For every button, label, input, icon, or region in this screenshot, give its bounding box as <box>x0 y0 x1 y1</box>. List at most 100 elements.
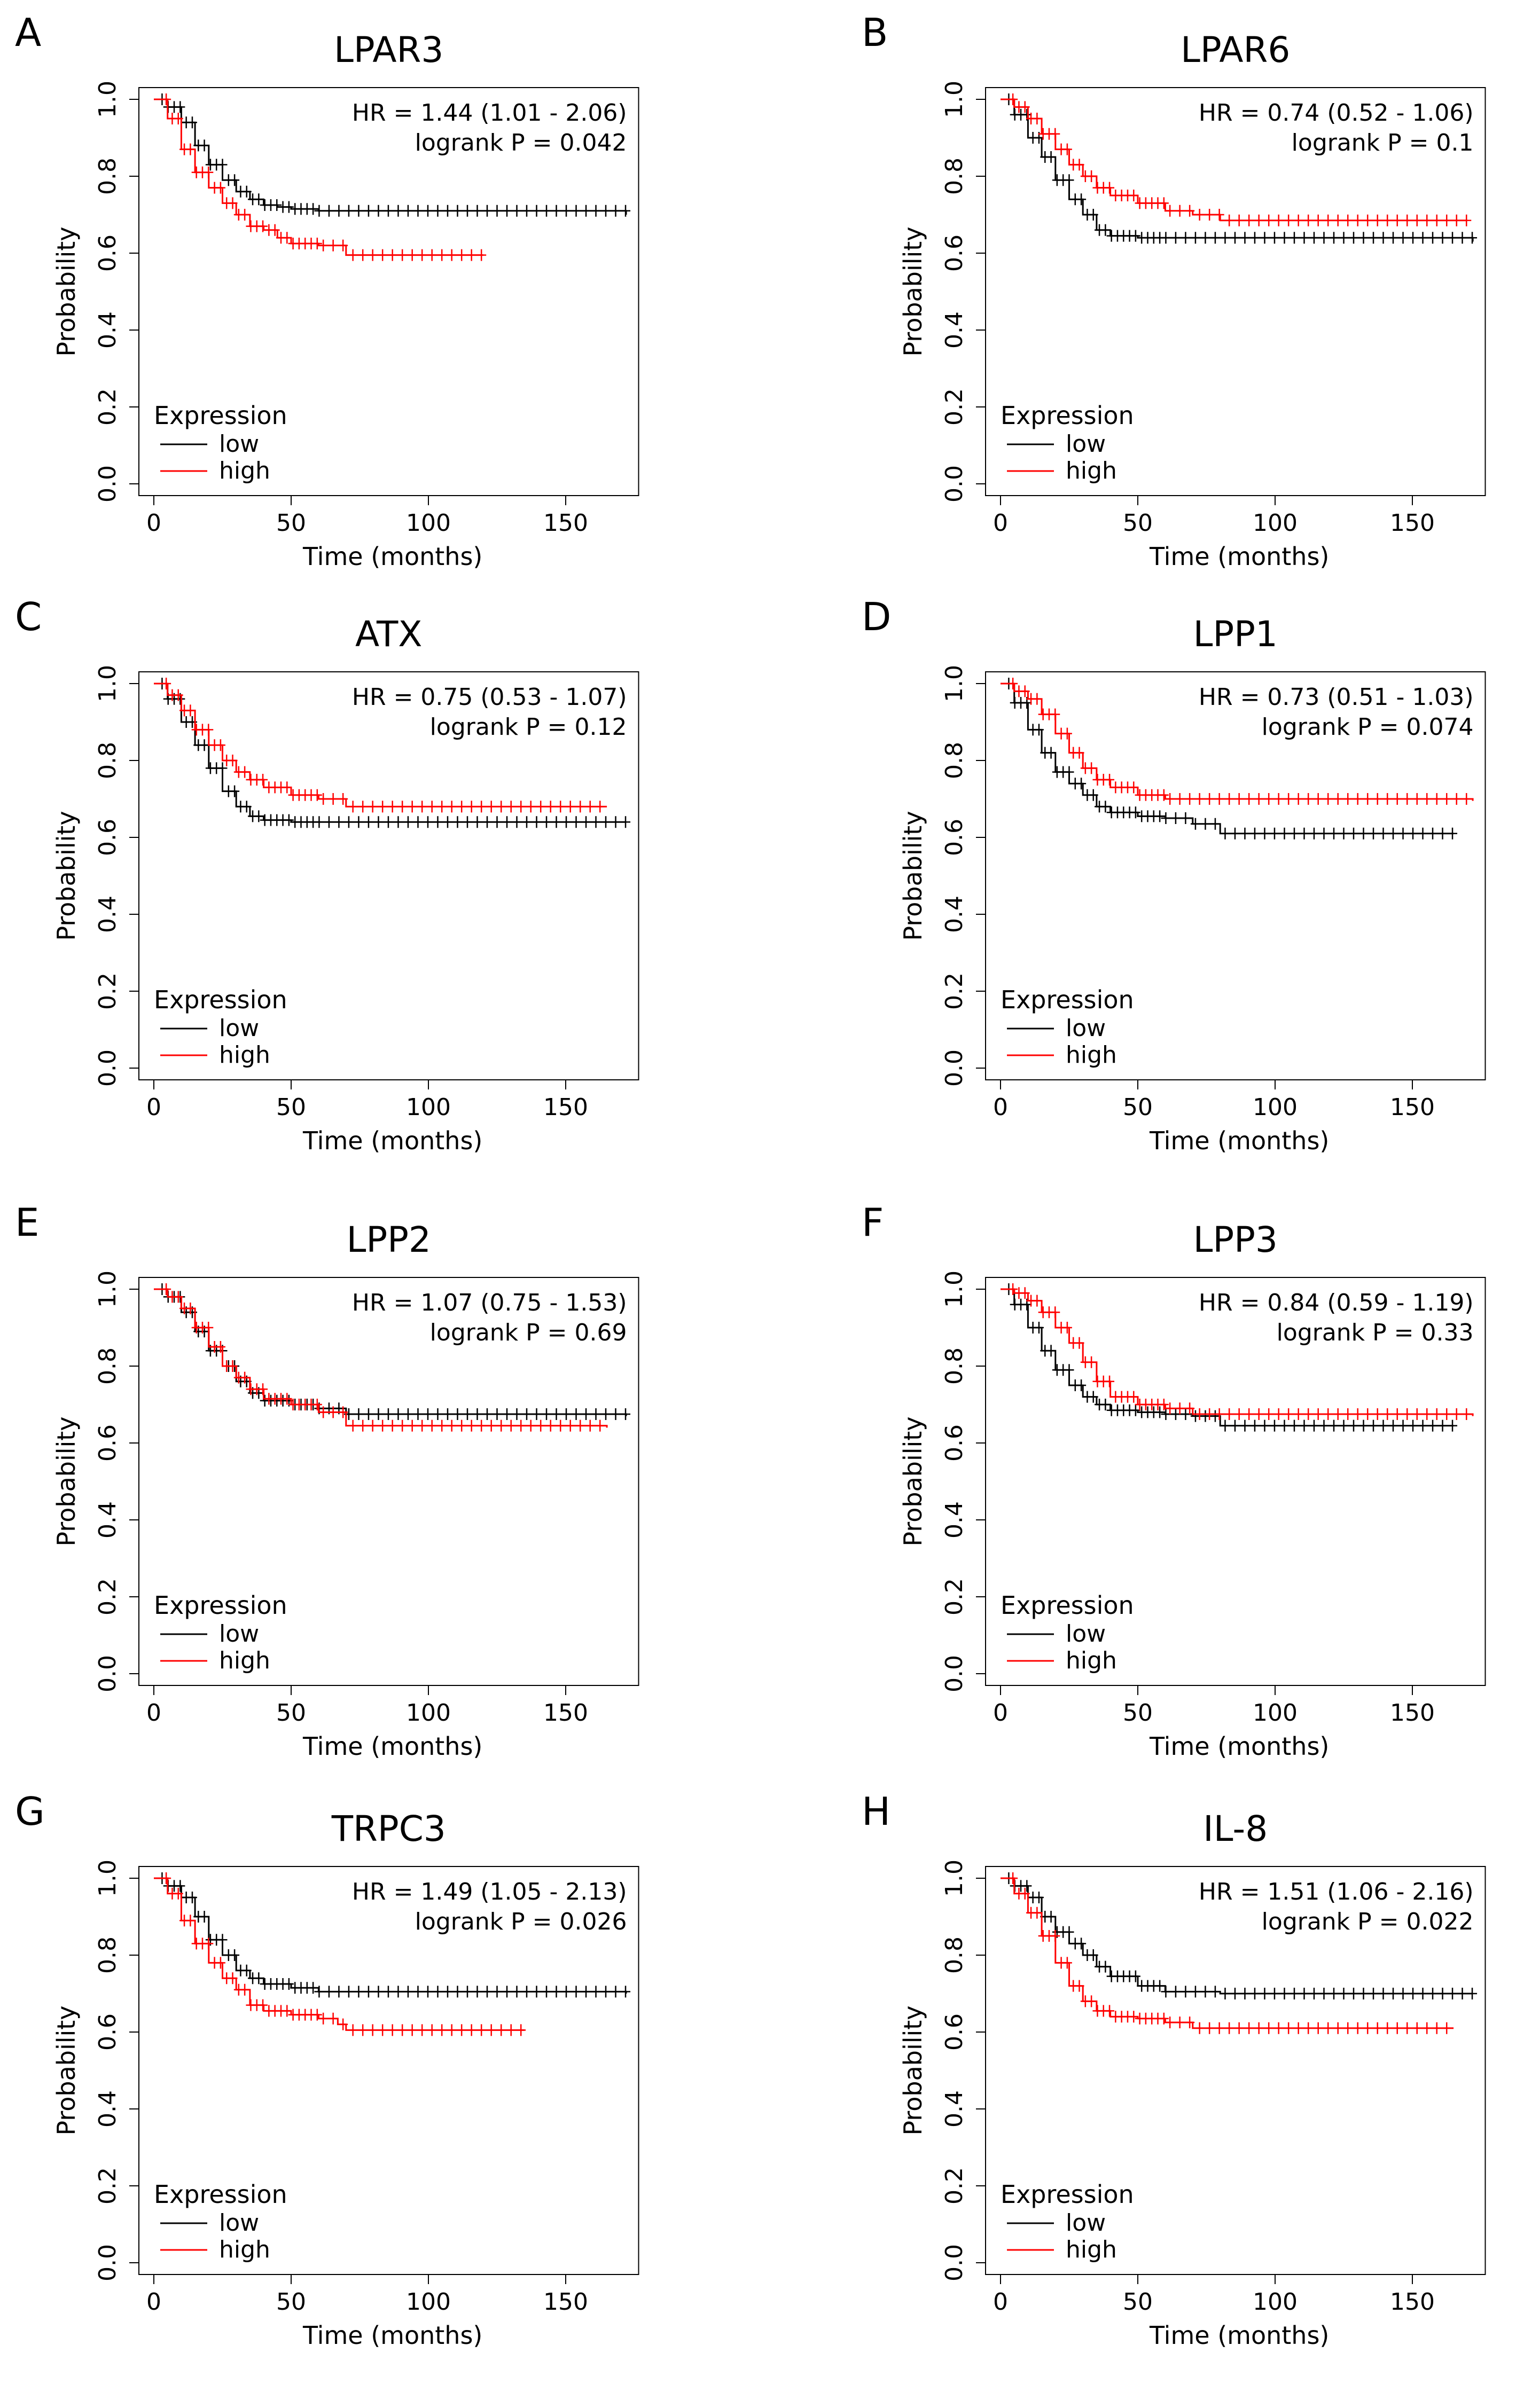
censor-mark <box>476 249 487 261</box>
censor-mark <box>1170 232 1181 244</box>
censor-mark <box>1264 214 1274 226</box>
censor-mark <box>393 816 403 828</box>
censor-mark <box>185 143 196 155</box>
censor-mark <box>1220 1419 1230 1432</box>
censor-mark <box>417 249 427 261</box>
censor-mark <box>1382 793 1393 805</box>
censor-mark <box>1388 827 1398 840</box>
censor-mark <box>1284 793 1294 805</box>
y-tick-label: 0.4 <box>941 2090 968 2128</box>
y-axis-label: Probability <box>52 1416 81 1546</box>
censor-mark <box>466 249 476 261</box>
censor-mark <box>1442 214 1452 226</box>
censor-mark <box>230 785 240 797</box>
censor-mark <box>1343 793 1353 805</box>
censor-mark <box>397 249 408 261</box>
censor-mark <box>1269 232 1279 244</box>
censor-mark <box>1343 1408 1353 1420</box>
censor-mark <box>437 2024 447 2036</box>
censor-mark <box>512 205 522 217</box>
legend-item-low: low <box>1066 430 1106 458</box>
censor-mark <box>512 1408 522 1420</box>
censor-mark <box>1185 205 1195 217</box>
chart-title: IL-8 <box>1203 1808 1268 1849</box>
censor-mark <box>1244 1408 1254 1420</box>
censor-mark <box>601 205 611 217</box>
censor-mark <box>1299 1419 1309 1432</box>
censor-mark <box>1329 232 1339 244</box>
censor-mark <box>502 816 512 828</box>
censor-mark <box>363 816 373 828</box>
censor-mark <box>1064 766 1074 778</box>
y-tick-label: 0.8 <box>941 1936 968 1974</box>
chart-title: LPP3 <box>1193 1219 1278 1260</box>
censor-mark <box>258 220 268 232</box>
censor-mark <box>1349 232 1358 244</box>
censor-mark <box>1224 214 1234 226</box>
censor-mark <box>1185 2017 1195 2028</box>
x-tick-label: 0 <box>993 2288 1008 2316</box>
censor-mark <box>427 801 437 813</box>
y-axis-label: Probability <box>898 1416 927 1546</box>
censor-mark <box>354 1986 364 1998</box>
censor-mark <box>1129 781 1139 794</box>
legend-title: Expression <box>1001 2180 1134 2209</box>
censor-mark <box>433 1986 443 1998</box>
censor-mark <box>217 159 228 171</box>
censor-mark <box>1303 214 1314 226</box>
censor-mark <box>1205 209 1215 221</box>
censor-mark <box>1353 2022 1363 2034</box>
censor-mark <box>1353 214 1363 226</box>
censor-mark <box>1214 2022 1224 2034</box>
censor-mark <box>1398 1419 1408 1432</box>
censor-mark <box>228 197 238 209</box>
x-tick-label: 150 <box>543 2288 588 2316</box>
censor-mark <box>318 239 329 252</box>
y-tick-label: 0.2 <box>941 388 968 426</box>
censor-mark <box>1269 827 1279 840</box>
censor-mark <box>282 781 292 794</box>
censor-mark <box>343 816 354 828</box>
censor-mark <box>1349 827 1358 840</box>
censor-mark <box>1428 1419 1438 1432</box>
censor-mark <box>403 1986 413 1998</box>
censor-mark <box>611 1408 621 1420</box>
censor-mark <box>1087 1356 1097 1368</box>
censor-mark <box>1392 2022 1402 2034</box>
censor-mark <box>447 801 457 813</box>
censor-mark <box>1264 1408 1274 1420</box>
censor-mark <box>308 203 318 215</box>
panel-letter: F <box>862 1200 884 1245</box>
censor-mark <box>1363 1408 1373 1420</box>
censor-mark <box>378 249 388 261</box>
censor-mark <box>348 2024 358 2036</box>
censor-mark <box>1020 685 1030 697</box>
x-axis-label: Time (months) <box>1149 1126 1329 1155</box>
censor-mark <box>228 755 238 766</box>
logrank-p-text: logrank P = 0.026 <box>415 1908 627 1935</box>
legend-item-low: low <box>1066 2209 1106 2237</box>
censor-mark <box>1422 793 1432 805</box>
x-tick-label: 0 <box>146 2288 161 2316</box>
x-axis-label: Time (months) <box>302 1126 482 1155</box>
censor-mark <box>338 2018 348 2030</box>
panel-letter: C <box>15 594 42 639</box>
censor-mark <box>1319 1988 1329 1999</box>
censor-mark <box>447 249 457 261</box>
censor-mark <box>230 1949 240 1961</box>
censor-mark <box>215 182 225 194</box>
censor-mark <box>1392 214 1402 226</box>
censor-mark <box>1205 2022 1215 2034</box>
censor-mark <box>1313 1408 1323 1420</box>
hazard-ratio-text: HR = 0.74 (0.52 - 1.06) <box>1199 99 1474 127</box>
censor-mark <box>1309 232 1319 244</box>
censor-mark <box>1105 182 1115 194</box>
censor-mark <box>1046 151 1056 163</box>
censor-mark <box>581 205 591 217</box>
censor-mark <box>1293 1408 1303 1420</box>
censor-mark <box>427 249 437 261</box>
censor-mark <box>1130 1404 1140 1416</box>
y-tick-label: 1.0 <box>941 81 968 118</box>
panel-letter: E <box>15 1200 40 1245</box>
censor-mark <box>318 793 329 805</box>
